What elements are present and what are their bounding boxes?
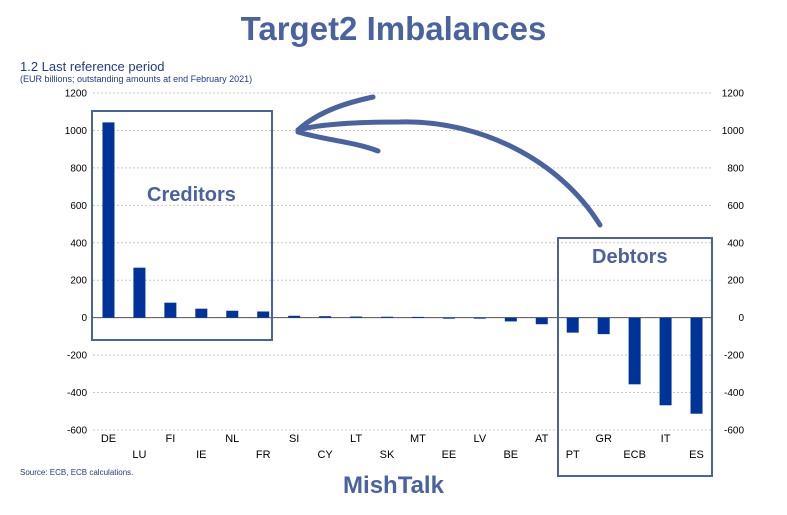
x-tick-label: FR: [256, 449, 271, 461]
y-tick-label-right: 1000: [722, 126, 745, 137]
bar-lv: [473, 317, 486, 319]
debtors-box: [557, 237, 713, 477]
bar-ie: [195, 308, 208, 318]
y-tick-label-left: -600: [67, 426, 87, 437]
source-note: Source: ECB, ECB calculations.: [20, 468, 134, 477]
x-tick-label: GR: [595, 433, 612, 445]
x-tick-label: LU: [132, 449, 146, 461]
x-tick-label: LT: [350, 433, 362, 445]
x-tick-label: BE: [503, 449, 518, 461]
x-tick-label: IE: [196, 449, 206, 461]
x-tick-label: IT: [661, 433, 671, 445]
x-tick-label: ES: [689, 449, 704, 461]
y-tick-label-left: 0: [81, 313, 87, 324]
bar-si: [288, 315, 301, 318]
bar-es: [690, 317, 703, 414]
unit-note: (EUR billions; outstanding amounts at en…: [20, 74, 253, 84]
y-tick-label-right: 400: [727, 238, 744, 249]
x-tick-label: MT: [410, 433, 426, 445]
creditors-label: Creditors: [147, 184, 236, 206]
bar-sk: [381, 316, 394, 318]
x-tick-label: FI: [165, 433, 175, 445]
bar-it: [659, 317, 672, 406]
y-tick-label-right: -600: [724, 426, 744, 437]
y-tick-label-right: 200: [727, 276, 744, 287]
arrow-head: [295, 94, 381, 154]
y-tick-label-left: 400: [70, 238, 87, 249]
y-tick-label-right: 1200: [722, 89, 745, 100]
chart-subtitle: 1.2 Last reference period: [20, 59, 165, 74]
y-tick-label-right: 600: [727, 201, 744, 212]
bar-gr: [597, 317, 610, 335]
bar-ecb: [628, 317, 641, 385]
bar-lu: [133, 267, 146, 318]
x-tick-label: ECB: [623, 449, 646, 461]
x-tick-label: PT: [566, 449, 580, 461]
y-tick-label-right: -400: [724, 388, 744, 399]
x-tick-label: AT: [535, 433, 549, 445]
watermark: MishTalk: [343, 472, 444, 499]
arrow-shaft: [295, 119, 603, 228]
chart-title: Target2 Imbalances: [240, 10, 547, 47]
x-tick-label: CY: [317, 449, 333, 461]
y-tick-label-left: 800: [70, 163, 87, 174]
bar-at: [535, 317, 548, 325]
y-tick-label-right: 0: [738, 313, 744, 324]
bar-ee: [442, 317, 455, 319]
x-tick-label: EE: [442, 449, 457, 461]
x-tick-label: NL: [225, 433, 239, 445]
y-tick-label-right: 800: [727, 163, 744, 174]
bar-de: [102, 122, 115, 318]
y-tick-label-left: 1000: [65, 126, 88, 137]
bar-fr: [257, 311, 270, 318]
y-tick-label-left: -200: [67, 351, 87, 362]
x-tick-label: DE: [101, 433, 116, 445]
bar-nl: [226, 310, 239, 318]
y-tick-label-left: 1200: [65, 89, 88, 100]
x-tick-label: SK: [380, 449, 395, 461]
y-tick-label-left: 600: [70, 201, 87, 212]
creditors-box: [91, 110, 273, 341]
y-tick-label-left: 200: [70, 276, 87, 287]
bar-mt: [411, 316, 424, 318]
bar-lt: [350, 316, 363, 318]
x-tick-label: SI: [289, 433, 299, 445]
bar-pt: [566, 317, 579, 333]
debtors-label: Debtors: [592, 246, 668, 268]
bar-cy: [319, 316, 332, 318]
bar-fi: [164, 302, 177, 318]
y-tick-label-right: -200: [724, 351, 744, 362]
y-tick-label-left: -400: [67, 388, 87, 399]
x-tick-label: LV: [474, 433, 487, 445]
bar-be: [504, 317, 517, 322]
